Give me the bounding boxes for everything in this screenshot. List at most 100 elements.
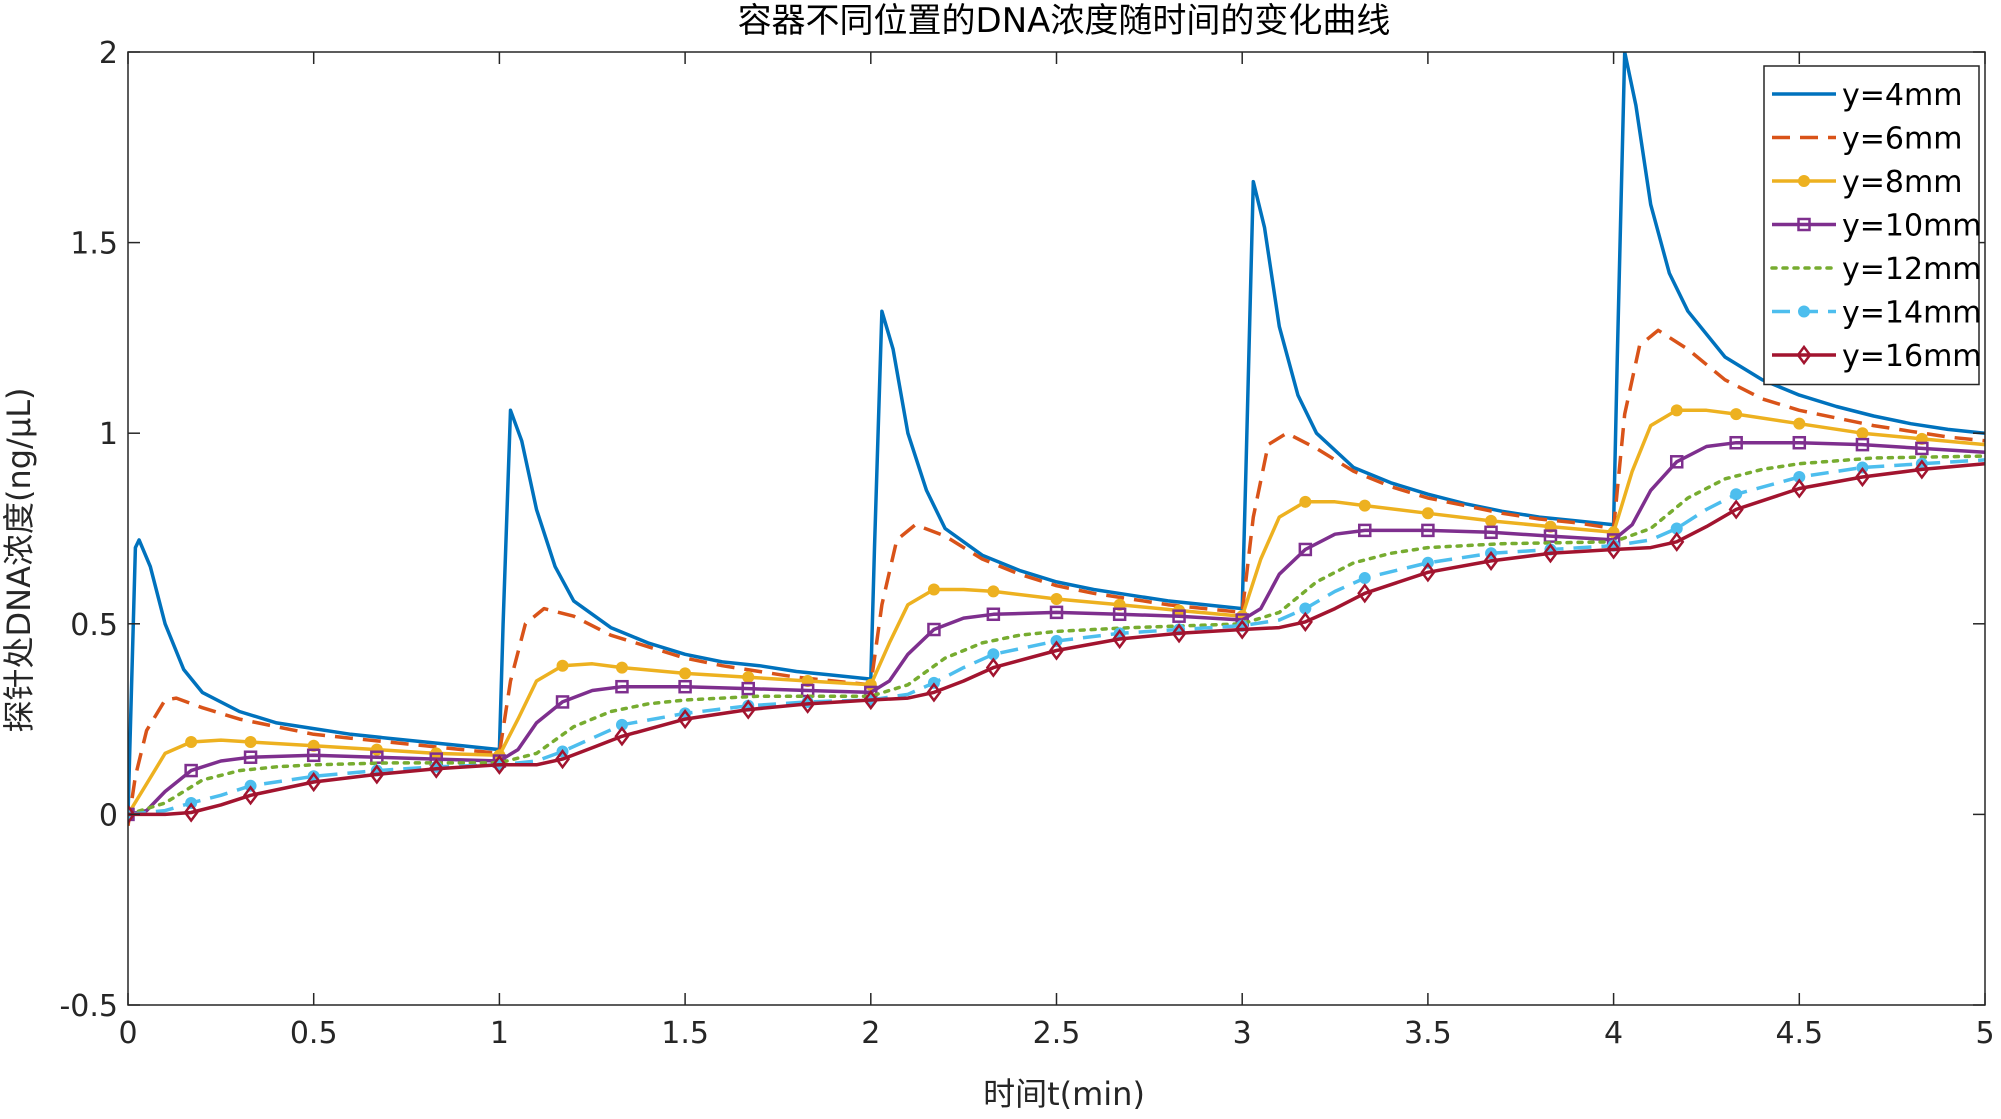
data-point xyxy=(1048,640,1065,661)
data-point xyxy=(1357,583,1373,604)
data-point xyxy=(242,785,259,806)
series-y=4mm xyxy=(128,52,1985,815)
series-y=14mm xyxy=(128,457,1985,821)
data-point xyxy=(1669,531,1685,552)
axes: 0 0.5 1 1.5 2 2.5 3 3.5 4 4.5 5-0.500.511.52 xyxy=(59,36,1994,1051)
data-point xyxy=(1791,478,1807,499)
data-point xyxy=(1793,417,1806,430)
legend-label: y=16mm xyxy=(1842,339,1982,374)
data-point xyxy=(987,585,1000,598)
data-point xyxy=(243,750,258,764)
x-tick-label: 3 xyxy=(1233,1016,1252,1051)
data-point xyxy=(1670,404,1683,417)
data-point xyxy=(1730,488,1743,501)
data-point xyxy=(1544,520,1557,533)
data-point xyxy=(801,674,814,687)
data-point xyxy=(307,739,320,752)
legend-label: y=10mm xyxy=(1842,209,1982,244)
data-point xyxy=(926,682,942,703)
data-point xyxy=(1792,435,1807,450)
x-tick-label: 3.5 xyxy=(1404,1016,1452,1051)
data-point xyxy=(1112,628,1128,650)
series-line xyxy=(128,458,1985,817)
data-point xyxy=(740,699,756,720)
x-tick-label: 1.5 xyxy=(661,1016,709,1051)
data-point xyxy=(1485,514,1498,527)
x-tick-label: 2.5 xyxy=(1033,1016,1081,1051)
legend-label: y=14mm xyxy=(1842,296,1982,331)
data-point xyxy=(1299,495,1312,508)
data-point xyxy=(1234,619,1250,640)
x-tick-label: 4.5 xyxy=(1775,1016,1823,1051)
series-line xyxy=(128,454,1985,817)
data-point xyxy=(679,667,692,680)
data-point xyxy=(1420,562,1436,583)
legend-label: y=6mm xyxy=(1842,122,1962,157)
data-point xyxy=(615,679,629,694)
series-y=12mm xyxy=(128,454,1985,817)
legend-marker xyxy=(1797,217,1811,232)
legend-entry: y=10mm xyxy=(1772,209,1982,244)
data-point xyxy=(927,583,940,596)
y-tick-label: 0.5 xyxy=(70,608,118,643)
legend-entry: y=12mm xyxy=(1770,252,1982,287)
data-point xyxy=(1421,523,1435,538)
legend: y=4mm y=6mm y=8mm y=10mm y=12mm y=14mm y=16mm xyxy=(1763,65,1982,386)
data-point xyxy=(1358,523,1372,538)
y-tick-label: -0.5 xyxy=(59,989,118,1024)
legend-marker xyxy=(1796,344,1812,366)
data-point xyxy=(1358,499,1371,512)
data-point xyxy=(927,622,941,637)
data-point xyxy=(183,802,199,823)
y-axis-title: 探针处DNA浓度(ng/μL) xyxy=(0,387,38,732)
data-point xyxy=(244,735,257,748)
data-point xyxy=(1113,598,1126,611)
data-point xyxy=(1172,609,1186,623)
legend-label: y=4mm xyxy=(1842,78,1962,113)
data-point xyxy=(370,743,383,756)
data-point xyxy=(986,607,1001,622)
data-point xyxy=(428,758,444,779)
data-point xyxy=(185,735,198,748)
series-line xyxy=(128,440,1985,817)
series-line xyxy=(128,328,1985,827)
data-point xyxy=(1915,432,1928,445)
legend-entry: y=6mm xyxy=(1772,122,1962,157)
x-tick-label: 5 xyxy=(1975,1016,1994,1051)
data-point xyxy=(1915,441,1929,456)
legend-marker xyxy=(1798,305,1810,318)
data-point xyxy=(556,659,569,672)
data-point xyxy=(742,671,755,684)
data-point xyxy=(1854,466,1871,488)
data-point xyxy=(1112,607,1127,622)
data-point xyxy=(1542,543,1559,564)
legend-entry: y=4mm xyxy=(1772,78,1962,113)
data-point xyxy=(863,689,879,711)
x-tick-label: 0 xyxy=(118,1016,137,1051)
y-tick-label: 0 xyxy=(99,798,118,833)
series-line xyxy=(128,408,1985,816)
series-line xyxy=(128,52,1985,815)
data-point xyxy=(128,804,136,825)
data-point xyxy=(678,679,692,694)
legend-entry: y=14mm xyxy=(1772,296,1982,331)
data-point xyxy=(1728,499,1744,520)
series-y=16mm xyxy=(128,459,1985,825)
data-point xyxy=(1606,539,1622,560)
data-point xyxy=(1855,437,1870,452)
data-point xyxy=(800,693,816,714)
series-line xyxy=(128,461,1985,817)
data-point xyxy=(1050,593,1063,606)
legend-marker xyxy=(1798,175,1810,187)
legend-entry: y=16mm xyxy=(1772,339,1982,374)
legend-label: y=8mm xyxy=(1842,165,1962,200)
data-point xyxy=(1483,550,1499,571)
x-axis-title: 时间t(min) xyxy=(983,1075,1145,1113)
x-tick-label: 0.5 xyxy=(290,1016,338,1051)
data-point xyxy=(1729,435,1743,450)
data-point xyxy=(491,754,507,775)
data-point xyxy=(614,726,630,747)
data-point xyxy=(1297,611,1313,632)
data-point xyxy=(1358,572,1371,585)
